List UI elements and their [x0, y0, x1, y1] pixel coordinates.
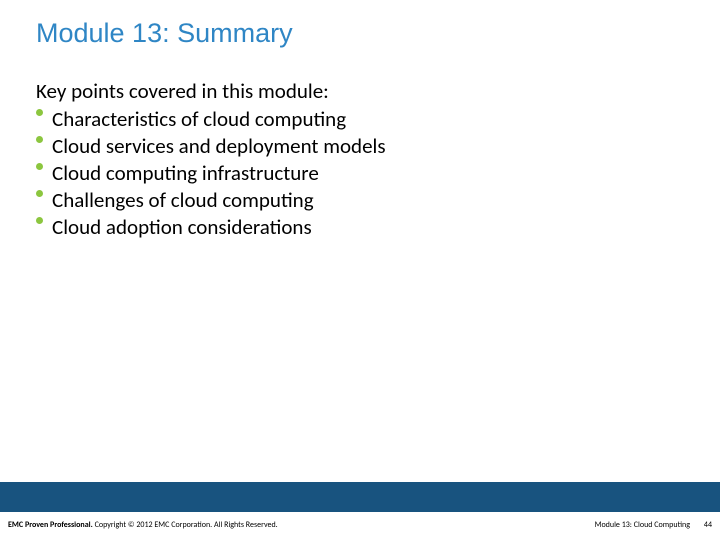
list-item: Cloud services and deployment models	[36, 133, 386, 160]
bullet-icon	[36, 109, 43, 116]
list-item: Cloud computing infrastructure	[36, 160, 386, 187]
bullet-icon	[36, 217, 43, 224]
footer-brand: EMC Proven Professional.	[8, 520, 93, 530]
bullet-text: Cloud services and deployment models	[52, 133, 386, 159]
footer-rights: Copyright © 2012 EMC Corporation. All Ri…	[93, 520, 278, 530]
bullet-list: Characteristics of cloud computing Cloud…	[36, 106, 386, 241]
intro-text: Key points covered in this module:	[36, 78, 329, 104]
bullet-text: Challenges of cloud computing	[52, 187, 314, 213]
bullet-text: Cloud adoption considerations	[52, 214, 312, 240]
footer-copyright: EMC Proven Professional. Copyright © 201…	[8, 520, 278, 530]
footer-bar	[0, 482, 720, 512]
list-item: Characteristics of cloud computing	[36, 106, 386, 133]
bullet-icon	[36, 163, 43, 170]
slide: Module 13: Summary Key points covered in…	[0, 0, 720, 540]
list-item: Cloud adoption considerations	[36, 214, 386, 241]
list-item: Challenges of cloud computing	[36, 187, 386, 214]
bullet-icon	[36, 136, 43, 143]
bullet-text: Cloud computing infrastructure	[52, 160, 319, 186]
footer-module: Module 13: Cloud Computing	[595, 520, 690, 530]
bullet-text: Characteristics of cloud computing	[52, 106, 346, 132]
footer-page-number: 44	[704, 520, 712, 530]
slide-title: Module 13: Summary	[36, 18, 293, 49]
bullet-icon	[36, 190, 43, 197]
